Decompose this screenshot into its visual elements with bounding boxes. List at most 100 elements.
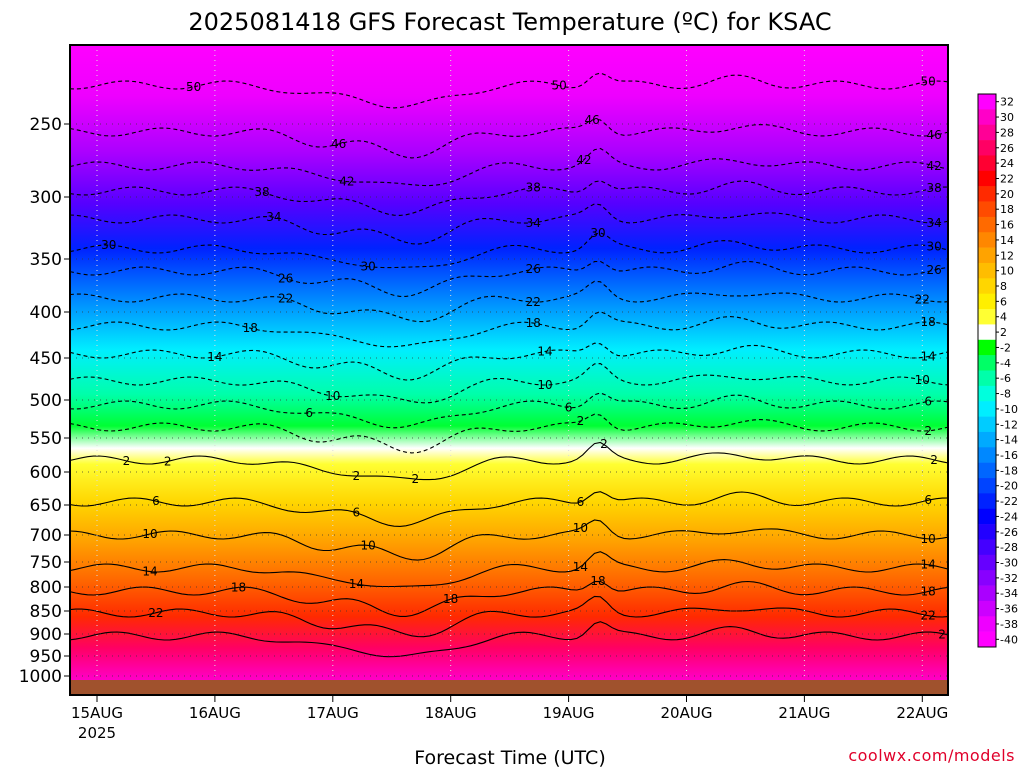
colorbar-swatch — [978, 478, 996, 494]
contour-label: 26 — [938, 627, 953, 641]
contour-label: 46 — [585, 113, 600, 127]
colorbar-swatch — [978, 370, 996, 387]
ground-bar — [70, 680, 948, 695]
colorbar-label: -26 — [1000, 526, 1018, 539]
contour-label: 38 — [926, 181, 941, 195]
colorbar-label: 32 — [1000, 96, 1014, 109]
colorbar-swatch — [978, 431, 996, 448]
y-tick-label: 650 — [30, 496, 62, 516]
y-tick-label: 600 — [30, 463, 62, 483]
contour-label: 22 — [148, 606, 163, 620]
contour-label: 26 — [926, 263, 941, 277]
temperature-field — [70, 45, 948, 680]
contour-line — [70, 260, 948, 297]
contour-label: 22 — [921, 609, 936, 623]
colorbar-label: -34 — [1000, 587, 1018, 600]
colorbar-label: 8 — [1000, 280, 1007, 293]
contour-label: 10 — [915, 373, 930, 387]
colorbar-swatch — [978, 401, 996, 417]
y-tick-label: 250 — [30, 115, 62, 135]
contour-label: 22 — [278, 291, 293, 305]
colorbar-swatch — [978, 216, 996, 233]
contour-label: 2 — [577, 414, 585, 428]
contour-label: 6 — [565, 401, 573, 415]
contour-line — [70, 203, 948, 245]
contour-label: 2 — [412, 472, 420, 486]
y-tick-label: 950 — [30, 647, 62, 667]
colorbar-swatch — [978, 447, 996, 463]
grid-lines — [70, 45, 948, 680]
contour-label: 30 — [361, 260, 376, 274]
colorbar-label: 14 — [1000, 234, 1014, 247]
chart-title: 2025081418 GFS Forecast Temperature (ºC)… — [188, 8, 831, 36]
colorbar-swatch — [978, 124, 996, 141]
contour-lines — [70, 72, 948, 658]
contour-label: 50 — [552, 79, 567, 93]
colorbar-swatch — [978, 508, 996, 525]
contour-label: 6 — [353, 506, 361, 520]
colorbar-label: -24 — [1000, 510, 1018, 523]
contour-line — [70, 280, 948, 323]
contour-label: 14 — [537, 344, 552, 358]
x-tick-label: 16AUG — [189, 704, 241, 722]
colorbar-swatch — [978, 278, 996, 294]
colorbar-swatch — [978, 416, 996, 433]
contour-label: 42 — [339, 175, 354, 189]
x-tick-label: 20AUG — [661, 704, 713, 722]
contour-label: 10 — [142, 527, 157, 541]
contour-line — [70, 441, 948, 481]
contour-label: 10 — [537, 378, 552, 392]
colorbar-label: 20 — [1000, 188, 1014, 201]
contour-label: 30 — [590, 226, 605, 240]
contour-line — [70, 232, 948, 269]
contour-label: 42 — [926, 159, 941, 173]
plot-frame — [69, 44, 949, 696]
contour-label: 46 — [331, 137, 346, 151]
contour-line — [70, 363, 948, 404]
y-tick-label: 700 — [30, 526, 62, 546]
colorbar-swatch — [978, 616, 996, 632]
colorbar-label: 22 — [1000, 172, 1014, 185]
contour-label: 18 — [243, 321, 258, 335]
colorbar-swatch — [978, 186, 996, 202]
contour-label: 42 — [576, 153, 591, 167]
contour-line — [70, 551, 948, 588]
contour-line — [70, 180, 948, 216]
colorbar-label: 30 — [1000, 111, 1014, 124]
contour-label: 14 — [142, 565, 157, 579]
colorbar-swatch — [978, 309, 996, 325]
colorbar-swatch — [978, 631, 996, 648]
colorbar-label: -6 — [1000, 372, 1011, 385]
contour-label: 10 — [361, 538, 376, 552]
y-axis: 250 300 350 400 450 500 550 600 650 700 750 800 850 9… — [19, 115, 70, 687]
contour-label: 14 — [207, 350, 222, 364]
colorbar-label: -32 — [1000, 572, 1018, 585]
y-tick-label: 350 — [30, 250, 62, 270]
contour-label: 2 — [353, 469, 361, 483]
contour-label: 30 — [926, 240, 941, 254]
contour-line — [70, 392, 948, 429]
colorbar-label: -18 — [1000, 464, 1018, 477]
contour-label: 14 — [921, 350, 936, 364]
contour-label: 26 — [526, 262, 541, 276]
contour-line — [70, 595, 948, 638]
colorbar-label: 4 — [1000, 311, 1007, 324]
contour-label: 46 — [926, 128, 941, 142]
colorbar-swatch — [978, 109, 996, 126]
contour-label: 18 — [921, 315, 936, 329]
contour-label: 2 — [930, 453, 938, 467]
colorbar-frame — [977, 93, 997, 648]
colorbar-swatch — [978, 385, 996, 402]
colorbar-label: 26 — [1000, 142, 1014, 155]
colorbar-label: 6 — [1000, 295, 1007, 308]
contour-label: 18 — [526, 316, 541, 330]
colorbar-label: -28 — [1000, 541, 1018, 554]
contour-label: 18 — [231, 580, 246, 594]
contour-label: 2 — [123, 454, 131, 468]
contour-label: 2 — [924, 424, 932, 438]
colorbar-swatch — [978, 232, 996, 248]
colorbar-label: 12 — [1000, 249, 1014, 262]
x-tick-label: 21AUG — [778, 704, 830, 722]
colorbar-swatch — [978, 155, 996, 172]
contour-label: 50 — [921, 75, 936, 89]
